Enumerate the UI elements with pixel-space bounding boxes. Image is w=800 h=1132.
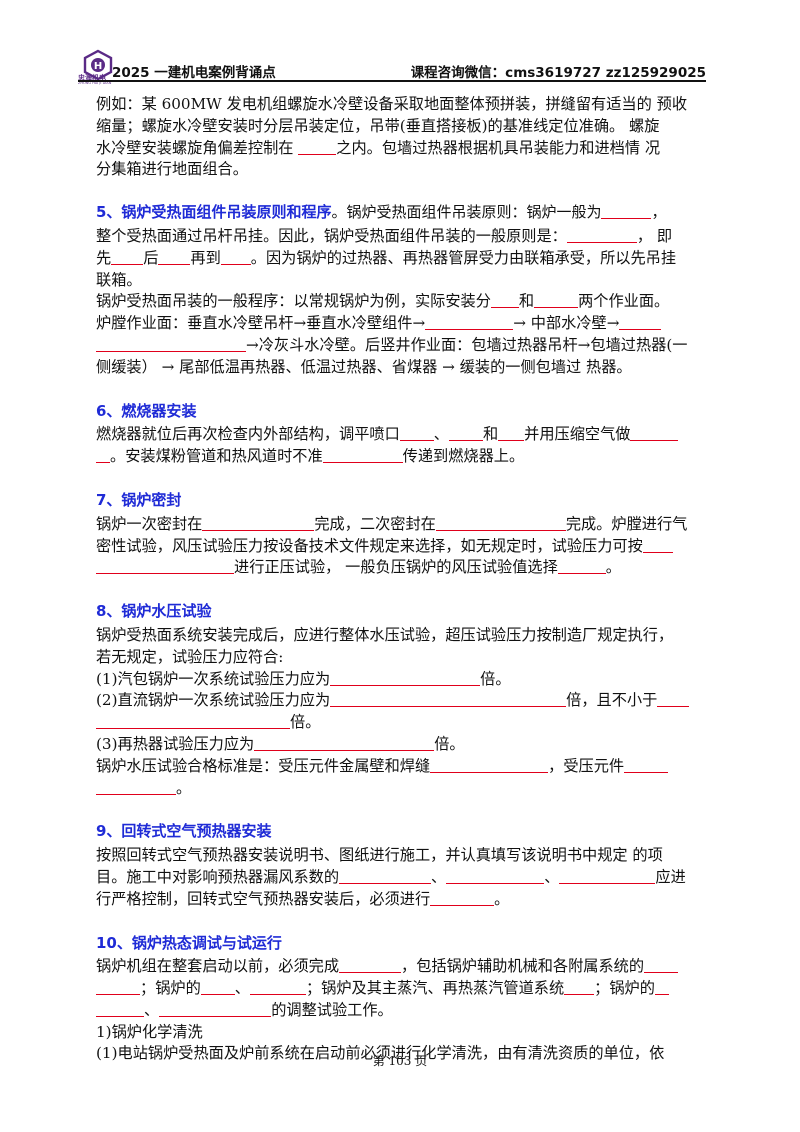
fill-blank — [96, 980, 140, 996]
s5-line-5: 锅炉受热面吊装的一般程序：以常规锅炉为例，实际安装分和两个作业面。 — [96, 292, 670, 311]
intro-line-4: 分集箱进行地面组合。 — [96, 160, 248, 179]
fill-blank — [534, 293, 579, 309]
s8-line-1: 锅炉受热面系统安装完成后，应进行整体水压试验，超压试验压力按制造厂规定执行， — [96, 625, 674, 644]
fill-blank — [249, 980, 306, 996]
fill-blank — [430, 758, 549, 773]
section-8-heading: 8、锅炉水压试验 — [96, 602, 212, 621]
fill-blank — [654, 980, 669, 996]
s8-line-3: (1)汽包锅炉一次系统试验压力应为 倍。 — [96, 669, 511, 688]
svg-text:H: H — [94, 61, 102, 72]
s6-line-1: 燃烧器就位后再次检查内外部结构，调平喷口、和并用压缩空气做 — [96, 424, 708, 446]
s10-line-3: 、的调整试验工作。 — [96, 1000, 708, 1022]
fill-blank — [339, 869, 431, 884]
fill-blank — [322, 448, 403, 464]
fill-blank — [435, 516, 566, 531]
fill-blank — [644, 958, 678, 974]
s10-line-1: 锅炉机组在整套启动以前，必须完成 ，包括锅炉辅助机械和各附属系统的 — [96, 956, 708, 978]
section-5-heading: 5、锅炉受热面组件吊装原则和程序。锅炉受热面组件吊装原则：锅炉一般为， — [96, 203, 667, 222]
fill-blank — [96, 337, 246, 352]
fill-blank — [559, 869, 656, 884]
fill-blank — [96, 714, 290, 730]
s8-line-4: (2)直流锅炉一次系统试验压力应为 倍，且不小于 — [96, 690, 708, 712]
s10-line-5: (1)电站锅炉受热面及炉前系统在启动前必须进行化学清洗，由有清洗资质的单位，依 — [96, 1044, 665, 1063]
s6-line-2: 。安装煤粉管道和热风道时不准 传递到燃烧器上。 — [96, 446, 708, 468]
page-number: 第 103 页 — [372, 1054, 428, 1068]
s5-line-3: 先后再到 。因为锅炉的过热器、再热器管屏受力由联箱承受，所以先吊挂 — [96, 248, 676, 267]
s7-line-2: 密性试验，风压试验压力按设备技术文件规定来选择，如无规定时，试验压力可按 — [96, 536, 708, 558]
fill-blank — [254, 736, 435, 751]
fill-blank — [339, 958, 401, 974]
fill-blank — [498, 426, 525, 442]
intro-line-2: 缩量；螺旋水冷壁安装时分层吊装定位，吊带(垂直搭接板)的基准线定位准确。 螺旋 — [96, 116, 660, 135]
header-contact: 课程咨询微信：cms3619727 zz125929025 — [410, 65, 706, 81]
page-header: H 忠海机电 ZHONG HAI JI DIAN 2025 一建机电案例背诵点 … — [78, 46, 706, 85]
fill-blank — [111, 250, 144, 265]
s9-line-2: 目。施工中对影响预热器漏风系数的、、应进 — [96, 867, 686, 886]
s7-line-3: 进行正压试验， 一般负压锅炉的风压试验值选择。 — [96, 557, 708, 579]
fill-blank — [557, 559, 606, 575]
fill-blank — [202, 516, 315, 531]
section-10-heading: 10、锅炉热态调试与试运行 — [96, 933, 282, 952]
page-content: 例如：某 600MW 发电机组螺旋水冷壁设备采取地面整体预拼装，拼缝留有适当的 … — [96, 94, 708, 1065]
s5-line-2: 整个受热面通过吊杆吊挂。因此，锅炉受热面组件吊装的一般原则是：， 即 — [96, 226, 673, 245]
fill-blank — [158, 250, 191, 265]
s10-line-4: 1)锅炉化学清洗 — [96, 1022, 203, 1041]
s8-line-2: 若无规定，试验压力应符合: — [96, 647, 284, 666]
fill-blank — [566, 228, 637, 243]
intro-line-1: 例如：某 600MW 发电机组螺旋水冷壁设备采取地面整体预拼装，拼缝留有适当的 … — [96, 95, 688, 113]
fill-blank — [330, 671, 481, 686]
fill-blank — [200, 980, 235, 996]
s8-line-7: 锅炉水压试验合格标准是：受压元件金属壁和焊缝 ，受压元件 — [96, 756, 708, 778]
header-rule — [78, 80, 706, 82]
s8-line-6: (3)再热器试验压力应为 倍。 — [96, 734, 465, 753]
logo-subtext: ZHONG HAI JI DIAN — [78, 81, 112, 85]
s5-line-6: 炉膛作业面：垂直水冷壁吊杆→垂直水冷壁组件→ → 中部水冷壁→ — [96, 313, 708, 335]
fill-blank — [159, 1002, 272, 1017]
fill-blank — [619, 315, 662, 331]
fill-blank — [624, 758, 669, 773]
fill-blank — [630, 426, 679, 442]
fill-blank — [298, 140, 337, 155]
intro-line-3: 水冷壁安装螺旋角偏差控制在 之内。包墙过热器根据机具吊装能力和进档情 况 — [96, 138, 661, 157]
logo-icon: H — [83, 49, 113, 81]
s9-line-3: 行严格控制，回转式空气预热器安装后，必须进行。 — [96, 889, 510, 908]
s10-line-2: ；锅炉的、；锅炉及其主蒸汽、再热蒸汽管道系统 ；锅炉的 — [96, 978, 708, 1000]
fill-blank — [657, 692, 690, 708]
fill-blank — [425, 315, 514, 331]
fill-blank — [430, 891, 495, 906]
fill-blank — [96, 559, 234, 575]
fill-blank — [642, 538, 673, 553]
section-9-heading: 9、回转式空气预热器安装 — [96, 822, 272, 841]
fill-blank — [446, 869, 545, 884]
logo-text: 忠海机电 — [78, 74, 106, 82]
fill-blank — [220, 250, 251, 265]
s8-line-5: 倍。 — [96, 712, 708, 734]
fill-blank — [96, 780, 176, 795]
header-title: 2025 一建机电案例背诵点 — [112, 65, 276, 81]
section-7-heading: 7、锅炉密封 — [96, 490, 182, 509]
s9-line-1: 按照回转式空气预热器安装说明书、图纸进行施工，并认真填写该说明书中规定 的项 — [96, 846, 663, 865]
fill-blank — [399, 426, 434, 442]
fill-blank — [96, 448, 110, 464]
s8-line-8: 。 — [96, 778, 708, 800]
section-6-heading: 6、燃烧器安装 — [96, 401, 197, 420]
fill-blank — [96, 1002, 144, 1017]
fill-blank — [490, 293, 519, 309]
s5-line-4: 联箱。 — [96, 270, 142, 289]
s5-line-7: →冷灰斗水冷壁。后竖井作业面：包墙过热器吊杆→包墙过热器(一 — [96, 335, 708, 357]
fill-blank — [448, 426, 483, 442]
fill-blank — [601, 204, 652, 220]
fill-blank — [564, 980, 595, 996]
fill-blank — [330, 692, 567, 708]
s5-line-8: 侧缓装） → 尾部低温再热器、低温过热器、省煤器 → 缓装的一侧包墙过 热器。 — [96, 357, 632, 376]
s7-line-1: 锅炉一次密封在 完成，二次密封在 完成。炉膛进行气 — [96, 514, 688, 533]
